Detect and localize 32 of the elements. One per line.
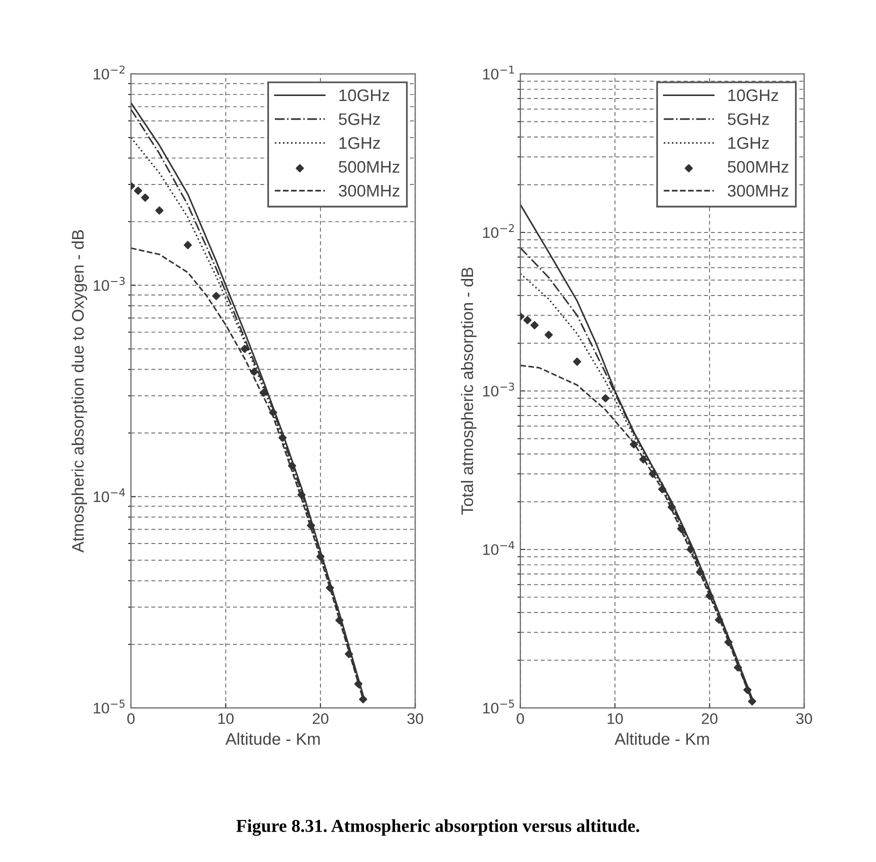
x-axis-title: Altitude - Km bbox=[225, 732, 320, 745]
y-axis-title: Total atmospheric absorption - dB bbox=[460, 268, 476, 515]
x-tick-label: 20 bbox=[702, 713, 718, 724]
y-tick-label: 10$^{−5}$ bbox=[94, 700, 125, 714]
legend-label: 500MHz bbox=[338, 161, 400, 173]
x-tick-label: 0 bbox=[516, 713, 524, 724]
y-tick-label: 10$^{−3}$ bbox=[94, 276, 125, 291]
legend-label: 500MHz bbox=[728, 161, 788, 173]
y-tick-label: 10$^{−4}$ bbox=[94, 488, 125, 502]
x-tick-label: 20 bbox=[312, 713, 328, 724]
x-tick-label: 30 bbox=[796, 713, 812, 724]
legend-label: 1GHz bbox=[339, 137, 380, 149]
y-tick-label: 10$^{−3}$ bbox=[483, 382, 514, 397]
caption: Figure 8.31. Atmospheric absorption versus altitude. bbox=[236, 819, 640, 836]
y-tick-label: 10$^{−2}$ bbox=[483, 224, 514, 238]
x-axis-title: Altitude - Km bbox=[614, 732, 709, 745]
y-tick-label: 10$^{−4}$ bbox=[483, 541, 514, 556]
x-tick-label: 30 bbox=[407, 713, 424, 724]
legend-label: 5GHz bbox=[728, 113, 769, 126]
y-axis-title: Atmospheric absorption due to Oxygen - dB bbox=[72, 230, 88, 553]
legend-label: 300MHz bbox=[338, 184, 400, 197]
legend-label: 10GHz bbox=[728, 89, 778, 102]
legend-label: 10GHz bbox=[339, 89, 390, 102]
x-tick-label: 10 bbox=[608, 713, 623, 724]
y-tick-label: 10$^{−2}$ bbox=[94, 66, 124, 80]
x-tick-label: 0 bbox=[127, 713, 135, 724]
legend-label: 300MHz bbox=[728, 184, 788, 197]
y-tick-label: 10$^{−5}$ bbox=[483, 700, 514, 714]
y-tick-label: 10$^{−1}$ bbox=[483, 66, 514, 80]
legend-label: 1GHz bbox=[728, 137, 769, 149]
legend-label: 5GHz bbox=[338, 113, 380, 126]
x-tick-label: 10 bbox=[218, 713, 234, 724]
